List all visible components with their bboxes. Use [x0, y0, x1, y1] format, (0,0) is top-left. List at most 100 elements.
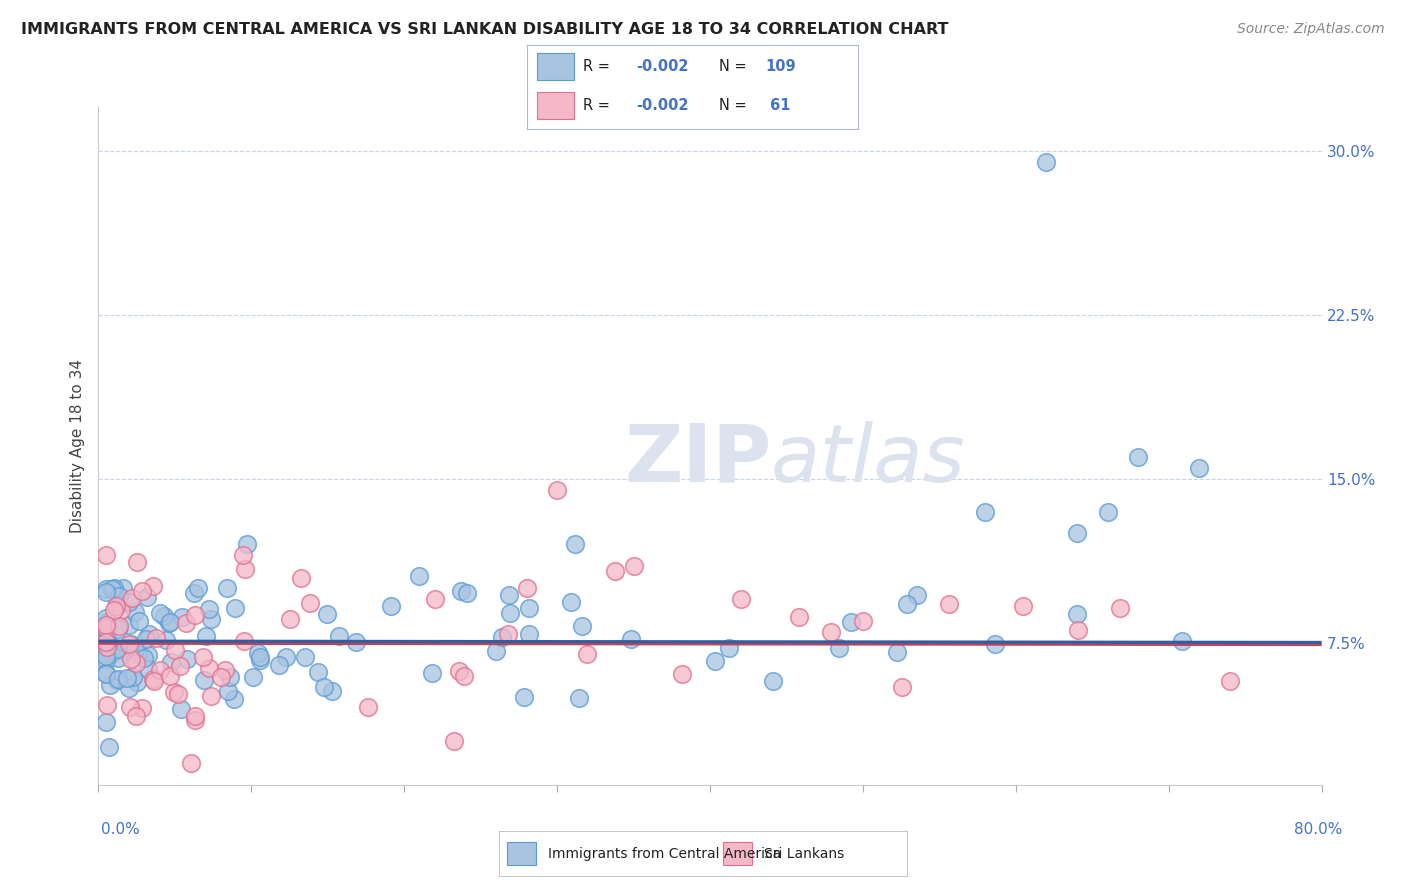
Point: [98, 740, 121, 755]
Point: [198, 602, 221, 616]
Point: [214, 663, 236, 677]
Point: [138, 627, 160, 641]
Point: [121, 591, 143, 605]
Point: [110, 603, 132, 617]
Point: [94, 549, 117, 563]
Text: Source: ZipAtlas.com: Source: ZipAtlas.com: [1237, 22, 1385, 37]
Point: [905, 588, 928, 602]
Point: [215, 582, 238, 596]
Point: [485, 644, 508, 658]
Point: [198, 661, 221, 675]
Point: [1219, 673, 1241, 688]
Point: [828, 640, 851, 655]
Point: [294, 650, 316, 665]
Point: [209, 670, 232, 684]
Point: [408, 568, 430, 582]
Point: [120, 652, 142, 666]
Point: [120, 700, 142, 714]
Point: [191, 650, 214, 665]
Point: [249, 649, 271, 664]
Point: [124, 606, 146, 620]
Text: Immigrants from Central America: Immigrants from Central America: [548, 847, 782, 861]
Point: [703, 654, 725, 668]
Text: N =: N =: [718, 59, 751, 74]
Point: [159, 669, 181, 683]
Point: [280, 612, 302, 626]
Point: [96, 615, 118, 629]
Point: [103, 581, 125, 595]
Point: [142, 672, 165, 686]
Point: [94, 653, 117, 667]
Point: [155, 632, 177, 647]
Bar: [537, 92, 574, 120]
Point: [560, 594, 582, 608]
Point: [513, 690, 536, 704]
Point: [1035, 154, 1057, 169]
Point: [166, 687, 188, 701]
Point: [94, 634, 117, 648]
Point: [218, 670, 240, 684]
Point: [94, 617, 117, 632]
Point: [564, 537, 586, 551]
Point: [623, 559, 645, 574]
Point: [233, 562, 256, 576]
Point: [96, 640, 118, 654]
Point: [516, 581, 538, 595]
Point: [233, 633, 256, 648]
Y-axis label: Disability Age 18 to 34: Disability Age 18 to 34: [70, 359, 86, 533]
Point: [112, 644, 135, 658]
Point: [149, 606, 172, 620]
Point: [344, 635, 367, 649]
Point: [163, 643, 186, 657]
Bar: [508, 842, 536, 865]
Point: [101, 582, 124, 596]
Point: [420, 666, 443, 681]
Point: [142, 579, 165, 593]
Point: [125, 657, 148, 671]
Point: [321, 684, 343, 698]
Text: R =: R =: [583, 59, 614, 74]
Point: [145, 631, 167, 645]
Point: [217, 683, 239, 698]
Point: [118, 595, 141, 609]
Point: [107, 589, 129, 603]
Point: [443, 734, 465, 748]
Point: [103, 603, 125, 617]
Point: [96, 715, 118, 730]
Point: [328, 629, 350, 643]
Point: [787, 610, 810, 624]
Point: [159, 615, 181, 629]
Point: [94, 666, 117, 681]
Text: 109: 109: [765, 59, 796, 74]
Text: 61: 61: [765, 98, 790, 113]
Text: Sri Lankans: Sri Lankans: [765, 847, 845, 861]
Text: -0.002: -0.002: [637, 59, 689, 74]
Point: [974, 505, 997, 519]
Point: [267, 658, 290, 673]
Point: [423, 592, 446, 607]
Point: [852, 614, 875, 628]
Point: [312, 681, 335, 695]
Point: [96, 624, 118, 638]
Point: [224, 692, 246, 706]
Point: [671, 667, 693, 681]
Point: [1066, 526, 1088, 541]
Text: N =: N =: [718, 98, 751, 113]
Point: [107, 623, 129, 637]
Point: [449, 664, 471, 678]
Point: [131, 584, 153, 599]
Point: [127, 555, 149, 569]
Point: [117, 671, 139, 685]
Point: [298, 596, 321, 610]
Point: [138, 662, 160, 676]
Point: [274, 650, 297, 665]
Point: [200, 611, 222, 625]
Point: [517, 627, 540, 641]
Point: [136, 648, 159, 662]
Point: [184, 608, 207, 623]
Point: [730, 592, 752, 607]
Point: [195, 629, 218, 643]
Point: [193, 673, 215, 688]
Point: [236, 537, 259, 551]
Point: [242, 670, 264, 684]
